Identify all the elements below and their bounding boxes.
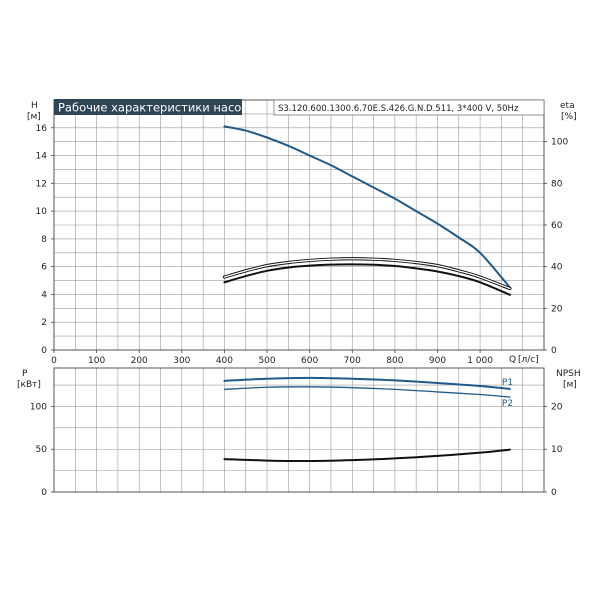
lower-y2-tick-label: 10	[551, 445, 563, 455]
model-label: S3.120.600.1300.6.70E.S.426.G.N.D.511, 3…	[278, 104, 519, 114]
curves: P1 P2	[222, 125, 513, 463]
lower-y-tick-label: 0	[41, 488, 47, 498]
lower-y2-tick-label: 20	[551, 402, 563, 412]
lower-y-tick-label: 50	[36, 445, 48, 455]
lower-y-axis-unit: [кВт]	[17, 380, 41, 390]
x-tick-label: 0	[51, 356, 57, 366]
upper-y2-tick-label: 60	[551, 221, 563, 231]
chart-title: Рабочие характеристики насоса	[58, 101, 255, 115]
x-tick-label: 1 000	[467, 356, 493, 366]
plot-frames	[53, 99, 545, 493]
series-p1-line	[223, 376, 511, 390]
x-tick-label: 100	[88, 356, 105, 366]
grid-lines	[54, 100, 544, 492]
x-tick-label: 300	[173, 356, 190, 366]
tick-labels: 0 100 200 300 400 500 600 700 800 900 1 0000246810…	[30, 124, 569, 498]
x-tick-label: 500	[258, 356, 275, 366]
upper-y-tick-label: 10	[36, 207, 48, 217]
upper-y2-axis-unit: [%]	[561, 112, 577, 122]
x-axis-unit: [л/с]	[518, 355, 539, 365]
series-p2-label: P2	[502, 399, 513, 409]
lower-y2-tick-label: 0	[551, 488, 557, 498]
lower-y-tick-label: 100	[30, 402, 47, 412]
upper-y2-tick-label: 20	[551, 304, 563, 314]
series-eta-upper-line-inner	[223, 258, 511, 290]
x-tick-label: 900	[429, 356, 446, 366]
upper-y-tick-label: 0	[41, 346, 47, 356]
lower-y2-axis-unit: [м]	[563, 380, 577, 390]
x-tick-label: 800	[386, 356, 403, 366]
upper-y-tick-label: 6	[41, 263, 47, 273]
upper-y2-tick-label: 100	[551, 138, 568, 148]
upper-y-tick-label: 16	[36, 124, 48, 134]
x-axis-label: Q	[509, 355, 516, 365]
upper-y-axis-unit: [м]	[27, 112, 41, 122]
series-p2-line	[223, 386, 511, 398]
x-tick-label: 400	[216, 356, 233, 366]
upper-y2-tick-label: 80	[551, 179, 563, 189]
lower-y-axis-label: P	[22, 369, 28, 379]
upper-y2-tick-label: 40	[551, 263, 563, 273]
upper-y-tick-label: 12	[36, 179, 47, 189]
upper-y-tick-label: 8	[41, 235, 47, 245]
upper-y-tick-label: 14	[36, 152, 48, 162]
x-tick-label: 700	[344, 356, 361, 366]
x-tick-label: 200	[131, 356, 148, 366]
x-tick-label: 600	[301, 356, 318, 366]
upper-y2-tick-label: 0	[551, 346, 557, 356]
title-box	[54, 99, 242, 115]
model-box	[273, 99, 545, 116]
series-eta-lower-line	[223, 263, 511, 296]
upper-y-axis-label: H	[31, 101, 38, 111]
upper-y-tick-label: 4	[41, 290, 47, 300]
upper-y2-axis-label: eta	[560, 101, 575, 111]
series-h-line	[223, 125, 511, 289]
series-p1-label: P1	[502, 378, 513, 388]
lower-y2-axis-label: NPSH	[556, 369, 581, 379]
upper-y-tick-label: 2	[41, 318, 47, 328]
lower-plot-frame	[53, 367, 545, 493]
series-npsh-line	[223, 448, 511, 463]
